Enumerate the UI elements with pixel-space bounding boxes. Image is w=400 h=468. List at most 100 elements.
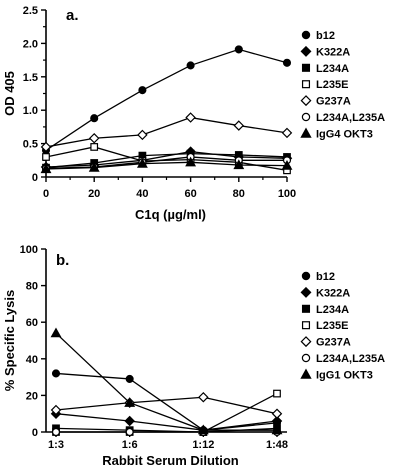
series-igg1-okt3 — [50, 327, 283, 435]
series-line — [45, 146, 288, 171]
legend-label: L234A,L235A — [316, 112, 385, 124]
series-line — [45, 150, 288, 168]
legend-item: L234A — [301, 304, 349, 316]
data-point — [198, 391, 209, 403]
y-tick-label: 2.0 — [23, 38, 38, 50]
data-point — [40, 141, 52, 153]
data-point — [50, 327, 62, 338]
legend-label: L235E — [316, 79, 348, 91]
legend-marker — [300, 127, 312, 138]
y-tick-label: 0 — [32, 427, 38, 439]
legend-marker — [301, 112, 311, 122]
legend-label: G237A — [316, 96, 351, 108]
data-point — [125, 427, 134, 437]
legend-item: L234A,L235A — [301, 112, 385, 124]
legend-label: K322A — [316, 287, 350, 299]
data-point — [51, 369, 61, 378]
data-point — [186, 61, 195, 70]
panel-label: b. — [56, 252, 69, 269]
y-tick-label: 2.5 — [23, 5, 38, 17]
series-l235e — [42, 143, 291, 175]
y-tick-label: 40 — [26, 354, 38, 366]
x-tick-label: 60 — [184, 188, 196, 200]
data-point — [51, 427, 61, 437]
legend-marker — [301, 321, 311, 330]
y-axis-label: % Specific Lysis — [2, 290, 17, 391]
series-b12 — [41, 45, 292, 155]
data-point — [197, 424, 209, 435]
x-tick-label: 1:12 — [192, 439, 214, 451]
legend-item: b12 — [301, 30, 335, 42]
series-b12 — [51, 369, 282, 435]
legend-item: L235E — [301, 320, 348, 332]
y-tick-label: 80 — [26, 281, 38, 293]
x-tick-label: 1:3 — [48, 439, 64, 451]
series-g237a — [40, 112, 293, 153]
legend-label: K322A — [316, 46, 350, 58]
x-tick-label: 80 — [233, 188, 245, 200]
series-line — [45, 152, 288, 169]
data-point — [88, 162, 100, 172]
data-point — [185, 112, 196, 123]
legend-item: IgG4 OKT3 — [300, 127, 373, 140]
y-axis-label: OD 405 — [2, 71, 17, 116]
series-line — [45, 156, 287, 169]
legend-item: IgG1 OKT3 — [300, 368, 373, 381]
data-point — [137, 129, 148, 141]
y-tick-label: 60 — [26, 317, 38, 329]
y-tick-label: 20 — [26, 390, 38, 402]
data-point — [282, 58, 292, 67]
data-point — [138, 86, 147, 95]
series-line — [55, 332, 277, 431]
series-line — [45, 48, 288, 151]
data-point — [234, 45, 243, 54]
legend-item: b12 — [301, 271, 335, 283]
series-line — [45, 116, 288, 148]
data-point — [281, 159, 293, 170]
legend-label: L234A — [316, 63, 349, 75]
legend-marker — [301, 63, 311, 72]
data-point — [40, 163, 52, 174]
data-point — [42, 153, 50, 161]
y-tick-label: 0 — [32, 172, 38, 184]
data-point — [136, 157, 148, 168]
legend-label: IgG4 OKT3 — [316, 128, 373, 140]
data-point — [233, 120, 245, 131]
data-point — [271, 408, 283, 419]
panel-label: a. — [66, 7, 79, 24]
x-tick-label: 40 — [136, 188, 148, 200]
legend: b12 K322A L234A L235E G237A L234A,L235A IgG4 O… — [300, 30, 385, 140]
y-tick-label: 1.5 — [23, 72, 38, 84]
legend-label: b12 — [316, 271, 335, 283]
data-point — [88, 132, 100, 144]
series-igg4-okt3 — [40, 156, 293, 174]
data-point — [185, 156, 197, 167]
legend-marker — [300, 368, 312, 379]
legend-marker — [301, 353, 311, 363]
panel-a: 0 0.5 1.0 1.5 2.0 2.5 0 20 40 60 80 100 C1q (µg/ml) O… — [2, 5, 385, 222]
legend-label: L234A,L235A — [316, 353, 385, 365]
legend-marker — [301, 30, 311, 40]
series-line — [55, 372, 278, 431]
legend-marker — [300, 336, 312, 348]
x-axis-label: Rabbit Serum Dilution — [102, 453, 239, 468]
data-point — [124, 415, 135, 427]
x-tick-label: 100 — [278, 188, 296, 200]
data-point — [233, 159, 245, 170]
legend: b12 K322A L234A L235E G237A L234A,L235A IgG1 O… — [300, 271, 385, 381]
data-point — [124, 397, 136, 407]
legend-label: L235E — [316, 320, 348, 332]
legend-label: b12 — [316, 30, 335, 42]
legend-marker — [300, 286, 312, 298]
x-tick-label: 20 — [88, 188, 100, 200]
series-g237a — [50, 391, 283, 419]
data-point — [50, 404, 62, 416]
y-tick-label: 100 — [20, 244, 38, 256]
data-point — [90, 114, 99, 123]
data-point — [125, 374, 134, 383]
series-line — [55, 413, 278, 431]
legend-marker — [301, 80, 311, 89]
x-tick-label: 1:6 — [122, 439, 138, 451]
data-point — [281, 127, 293, 139]
